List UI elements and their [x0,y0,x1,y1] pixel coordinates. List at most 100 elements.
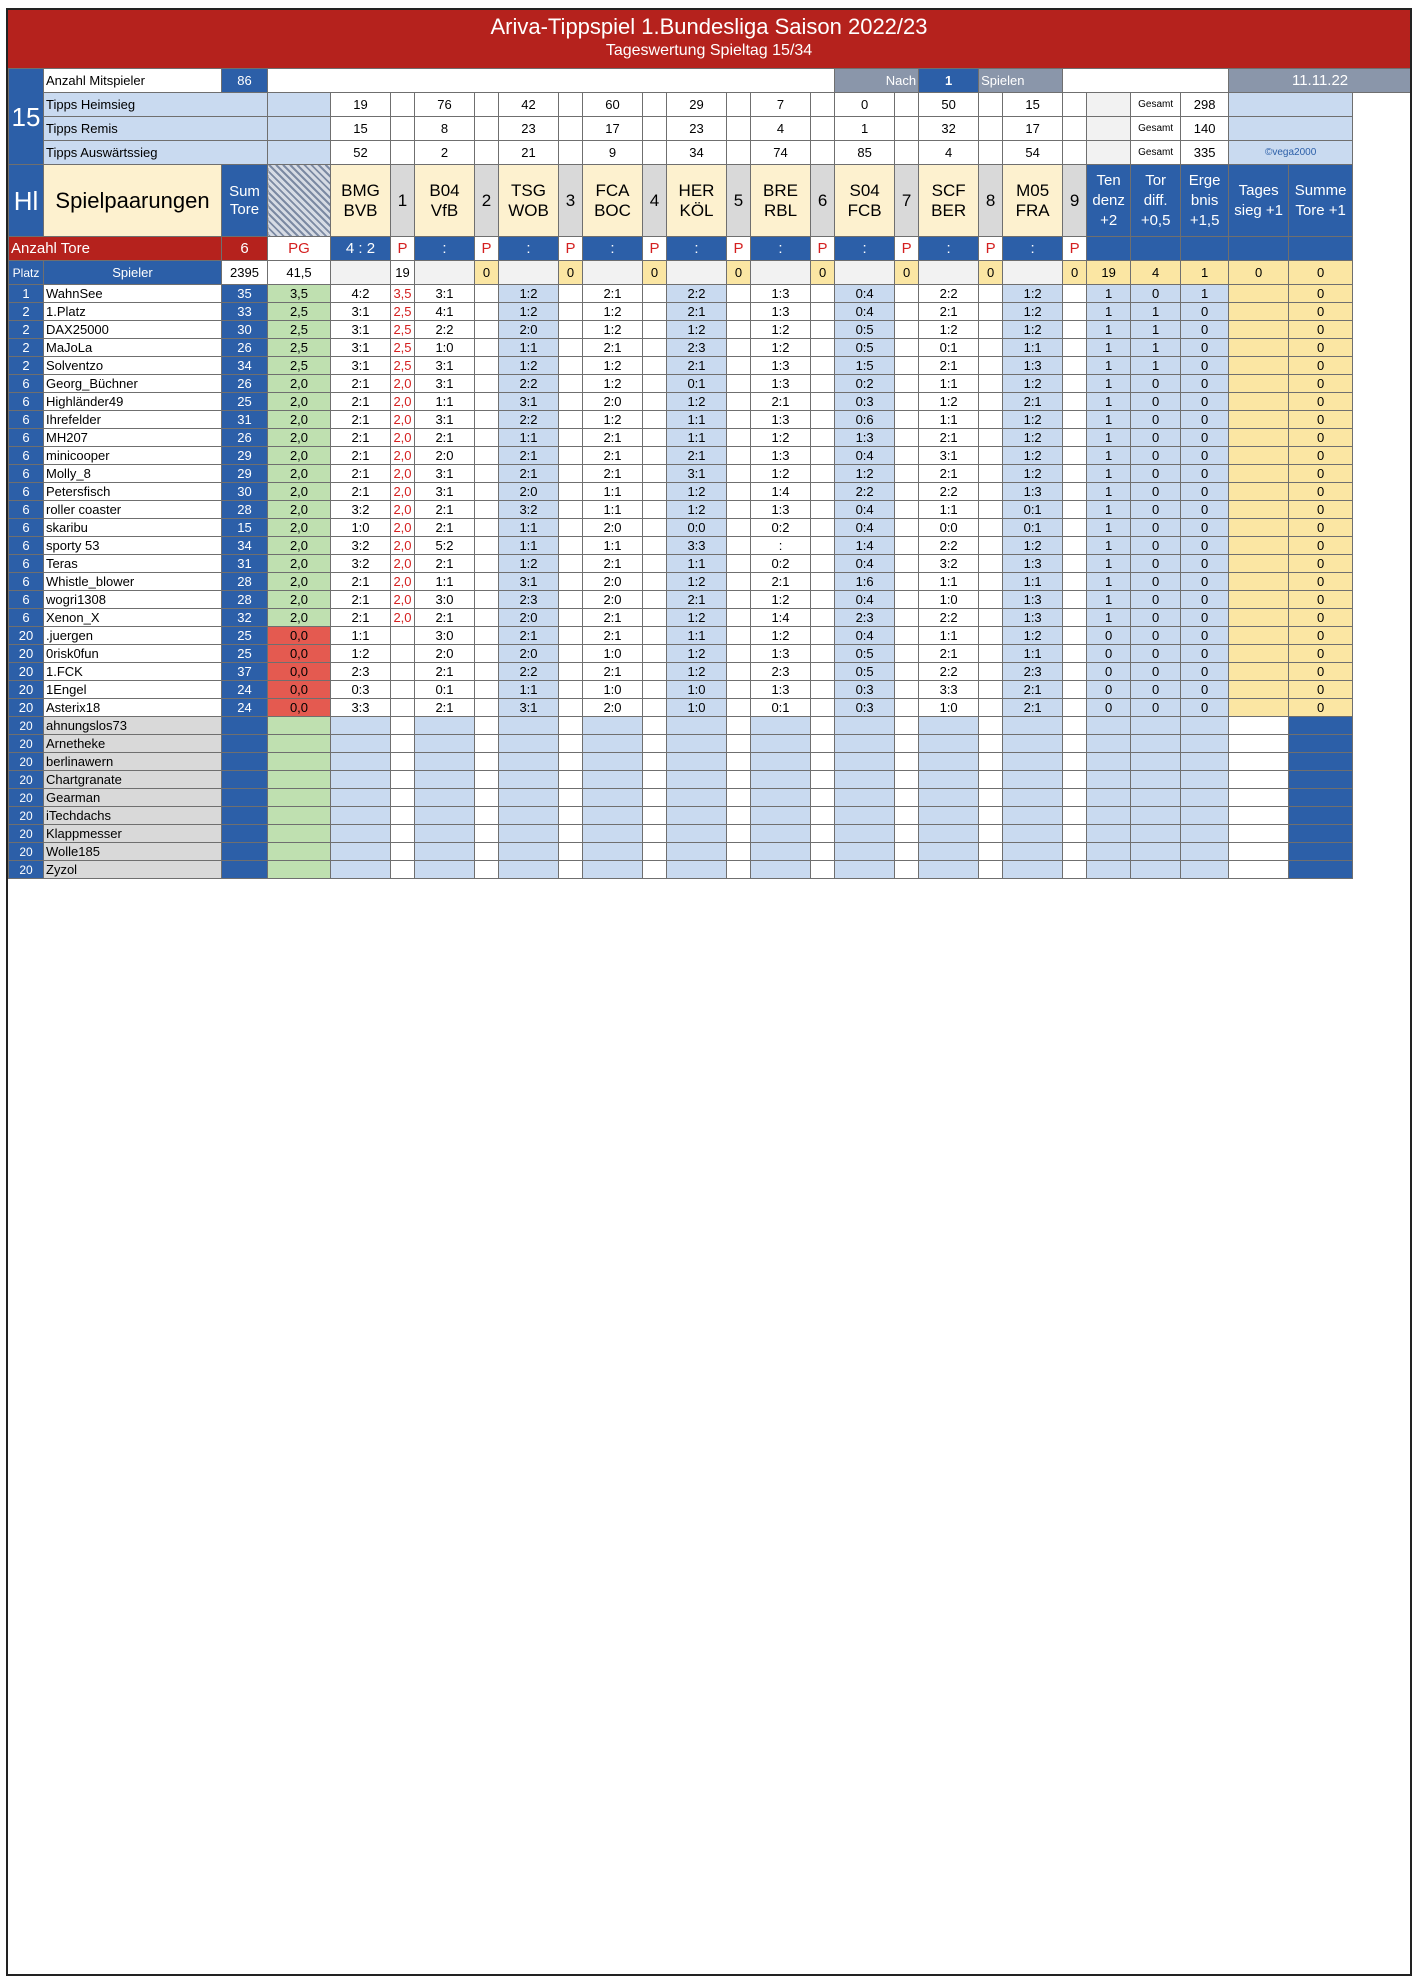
tipp: 4:1 [414,302,475,321]
blank [1288,788,1354,807]
tipp: 2:2 [834,482,896,501]
blank [582,824,643,843]
tipp: 2:1 [414,554,475,573]
summe-tore-label: Summe Tore +1 [1288,164,1354,237]
away-team: VfB [430,200,459,220]
tipps-count: 23 [666,116,727,141]
match-result: : [414,236,475,261]
blank [558,842,583,861]
blank [390,116,415,141]
blank [726,662,751,681]
blank [1062,752,1088,771]
tipp: 2:0 [582,572,643,591]
tipp: 2:1 [414,698,475,717]
blank [894,572,920,591]
blank [834,806,896,825]
blank [330,716,391,735]
blank [558,536,583,555]
blank [726,428,751,447]
blank [582,788,643,807]
tordiff-points: 0 [1130,626,1182,645]
blank [390,824,415,843]
tipp: 1:1 [498,536,559,555]
blank [642,284,667,303]
tipps-label: Tipps Auswärtssieg [43,140,268,165]
blank [978,116,1004,141]
players-label: Anzahl Mitspieler [43,68,222,93]
p-points [390,662,415,681]
blank [750,770,811,789]
blank [642,116,667,141]
platz: 6 [8,590,44,609]
blank [558,428,583,447]
blank [1228,752,1290,771]
blank [894,92,920,117]
blank [642,698,667,717]
tipp: 2:1 [750,392,811,411]
p-label: P [1062,236,1088,261]
tendenz-points: 0 [1086,626,1132,645]
blank [1228,770,1290,789]
pg-points: 2,5 [267,302,331,321]
p-points: 2,5 [390,302,415,321]
sum-tore: 30 [221,482,268,501]
blank [1228,716,1290,735]
blank [1288,842,1354,861]
match-number: 8 [978,164,1004,237]
tipp: 3:3 [918,680,980,699]
tipp: 1:4 [750,608,811,627]
blank [642,464,667,483]
tipp: 1:0 [918,590,980,609]
blank [414,806,475,825]
p-points: 2,0 [390,464,415,483]
tore-value: 6 [221,236,268,261]
pg-points: 0,0 [267,662,331,681]
blank [642,302,667,321]
tipp: 2:1 [498,464,559,483]
blank [498,806,559,825]
tipp: 3:1 [414,374,475,393]
blank [414,860,475,879]
tendenz-points: 1 [1086,536,1132,555]
tipp: 2:2 [918,662,980,681]
ergebnis-points: 0 [1180,608,1230,627]
pg-points: 2,0 [267,608,331,627]
summe-points: 0 [1288,644,1354,663]
blank [978,302,1004,321]
p-label: P [978,236,1004,261]
blank [267,92,331,117]
ergebnis-points: 0 [1180,536,1230,555]
blank [498,752,559,771]
tipp: 2:1 [414,500,475,519]
blank [894,644,920,663]
tipp: 0:4 [834,626,896,645]
platz: 20 [8,680,44,699]
spieler-name: ahnungslos73 [43,716,222,735]
blank [666,824,727,843]
ergebnis-points: 0 [1180,320,1230,339]
blank [642,518,667,537]
tipp: 0:3 [330,680,391,699]
pg-points: 2,0 [267,500,331,519]
tipp: 1:2 [1002,464,1064,483]
tagessieg-points [1228,572,1290,591]
blank [809,284,836,303]
blank [666,806,727,825]
blank [474,410,499,429]
platz: 20 [8,770,44,789]
blank [1180,770,1230,789]
ergebnis-label: Erge bnis +1,5 [1180,164,1230,237]
tendenz-points: 0 [1086,698,1132,717]
blank [726,770,751,789]
blank [330,824,391,843]
ergebnis-points: 0 [1180,356,1230,375]
tipp: 2:1 [330,446,391,465]
spieler-name: berlinawern [43,752,222,771]
blank [474,392,499,411]
spieler-name: iTechdachs [43,806,222,825]
spieler-name: sporty 53 [43,536,222,555]
blank [1002,770,1064,789]
tipp: 0:1 [666,374,727,393]
blank [474,662,499,681]
tipp: 1:3 [1002,590,1064,609]
